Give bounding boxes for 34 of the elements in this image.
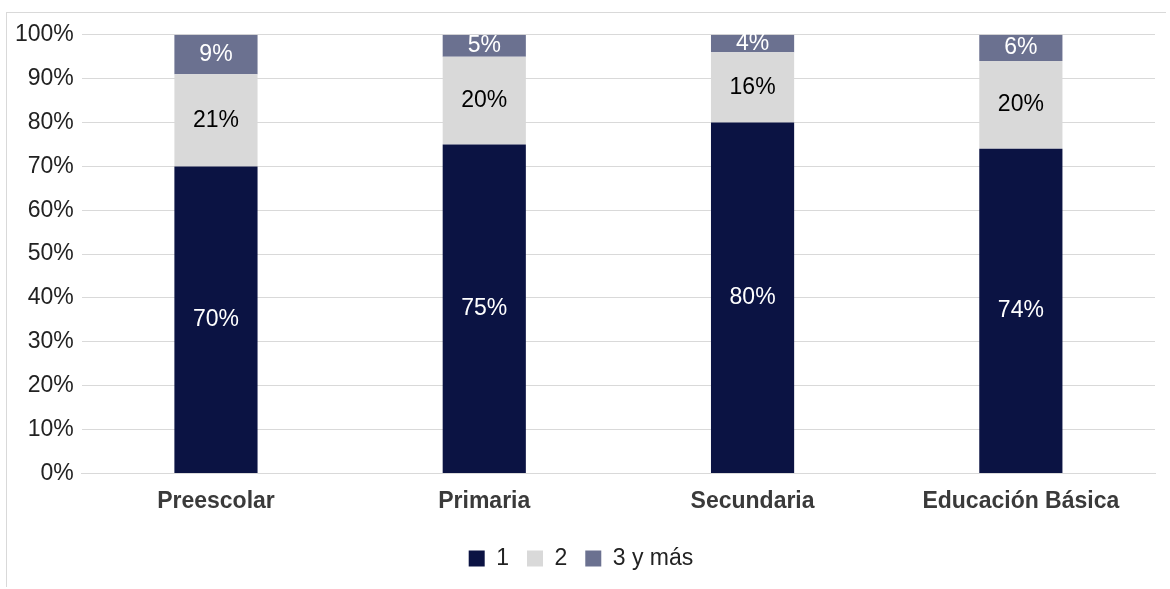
x-tick-label: Primaria: [438, 486, 531, 513]
data-label: 75%: [461, 294, 508, 321]
y-tick-label: 40%: [27, 283, 74, 310]
y-tick-label: 0%: [40, 458, 74, 485]
y-tick-label: 10%: [27, 414, 74, 441]
x-tick-label: Preescolar: [157, 486, 275, 513]
data-label: 6%: [1004, 33, 1038, 60]
bar: [174, 166, 258, 473]
legend-label: 1: [496, 543, 509, 570]
data-label: 80%: [729, 283, 776, 310]
x-tick-label: Educación Básica: [922, 486, 1120, 513]
data-label: 74%: [997, 296, 1044, 323]
data-label: 20%: [461, 85, 508, 112]
y-tick-label: 80%: [27, 107, 74, 134]
data-label: 5%: [467, 31, 501, 58]
legend-label: 3 y más: [612, 543, 694, 570]
data-label: 9%: [199, 39, 233, 66]
legend-label: 2: [554, 543, 568, 570]
bar: [174, 34, 258, 75]
y-tick-label: 50%: [27, 239, 74, 266]
x-tick-label: Secundaria: [690, 486, 815, 513]
y-tick-label: 100%: [15, 20, 74, 47]
bar: [442, 144, 526, 473]
y-tick-label: 70%: [27, 151, 74, 178]
y-tick-label: 60%: [27, 195, 74, 222]
y-tick-label: 20%: [27, 371, 74, 398]
data-label: 20%: [997, 90, 1044, 117]
data-label: 16%: [729, 72, 776, 99]
bar: [710, 122, 795, 473]
bar: [979, 148, 1063, 473]
data-label: 21%: [192, 105, 239, 132]
y-tick-label: 30%: [27, 327, 74, 354]
data-label: 70%: [192, 304, 239, 331]
y-tick-label: 90%: [27, 64, 74, 90]
